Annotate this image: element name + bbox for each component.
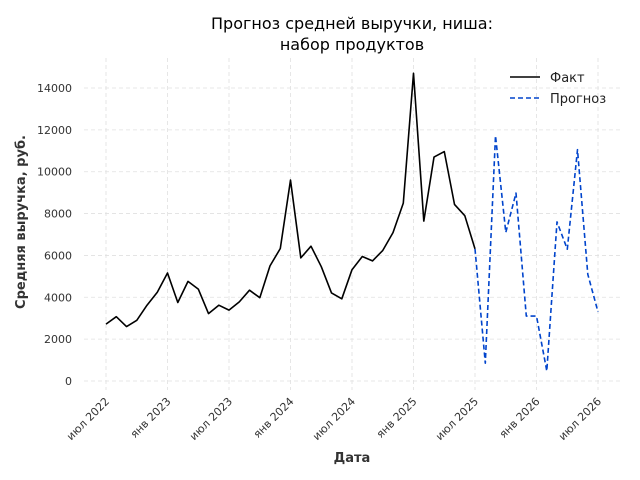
series-line-forecast xyxy=(474,134,599,372)
y-axis-label: Средняя выручка, руб. xyxy=(14,135,29,309)
x-tick-label: янв 2025 xyxy=(374,395,420,441)
legend-label: Прогноз xyxy=(550,92,606,107)
series-line-fact xyxy=(105,72,476,328)
y-tick-label: 6000 xyxy=(44,249,72,262)
y-tick-label: 10000 xyxy=(37,166,72,179)
y-tick-label: 4000 xyxy=(44,291,72,304)
x-tick-label: июл 2025 xyxy=(433,395,481,443)
y-axis-ticks: 0 2000 4000 6000 8000 10000 12000 14000 xyxy=(37,82,72,388)
y-tick-label: 8000 xyxy=(44,208,72,221)
x-tick-label: янв 2026 xyxy=(497,395,543,441)
y-tick-label: 2000 xyxy=(44,333,72,346)
grid xyxy=(84,58,622,390)
chart-title-line-2: набор продуктов xyxy=(280,35,424,54)
x-tick-label: янв 2023 xyxy=(128,395,174,441)
legend-label: Факт xyxy=(550,71,585,86)
y-tick-label: 0 xyxy=(65,375,72,388)
x-axis-ticks: июл 2022 янв 2023 июл 2023 янв 2024 июл 2024… xyxy=(64,395,604,443)
series-lines xyxy=(105,72,599,372)
x-tick-label: июл 2022 xyxy=(64,395,112,443)
y-tick-label: 14000 xyxy=(37,82,72,95)
chart-title-line-1: Прогноз средней выручки, ниша: xyxy=(211,14,493,33)
y-tick-label: 12000 xyxy=(37,124,72,137)
x-tick-label: июл 2023 xyxy=(187,395,235,443)
x-axis-label: Дата xyxy=(334,451,371,466)
x-tick-label: янв 2024 xyxy=(251,395,297,441)
x-tick-label: июл 2024 xyxy=(310,395,358,443)
legend: Факт Прогноз xyxy=(510,71,606,107)
x-tick-label: июл 2026 xyxy=(556,395,604,443)
